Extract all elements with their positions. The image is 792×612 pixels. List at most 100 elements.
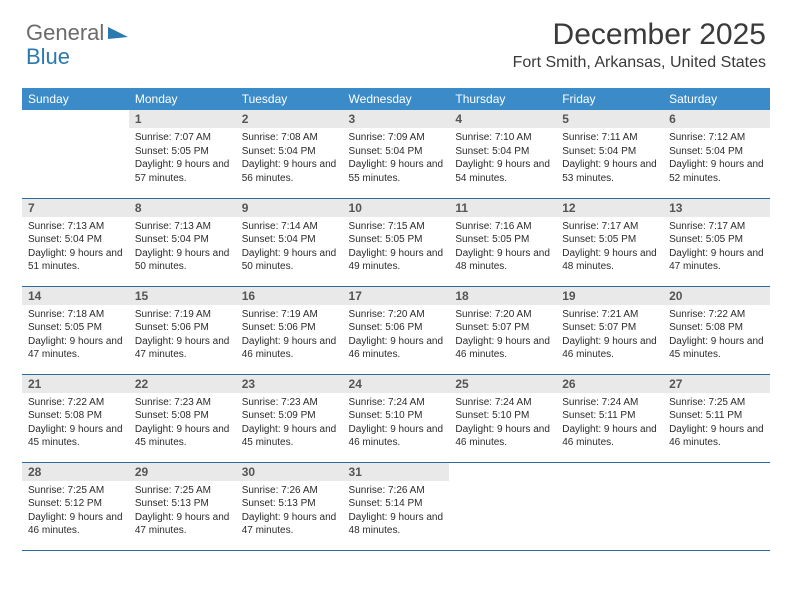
daylight-line: Daylight: 9 hours and 47 minutes. <box>242 511 337 538</box>
sunrise-line: Sunrise: 7:17 AM <box>562 220 657 234</box>
daylight-line: Daylight: 9 hours and 46 minutes. <box>28 511 123 538</box>
day-cell: 22Sunrise: 7:23 AMSunset: 5:08 PMDayligh… <box>129 374 236 462</box>
daylight-line: Daylight: 9 hours and 57 minutes. <box>135 158 230 185</box>
calendar-body: 1Sunrise: 7:07 AMSunset: 5:05 PMDaylight… <box>22 110 770 550</box>
day-cell: 18Sunrise: 7:20 AMSunset: 5:07 PMDayligh… <box>449 286 556 374</box>
day-number: 30 <box>236 463 343 481</box>
sunset-line: Sunset: 5:08 PM <box>669 321 764 335</box>
location: Fort Smith, Arkansas, United States <box>26 54 766 72</box>
sunrise-line: Sunrise: 7:17 AM <box>669 220 764 234</box>
calendar-head: SundayMondayTuesdayWednesdayThursdayFrid… <box>22 88 770 110</box>
day-number: 5 <box>556 110 663 128</box>
day-body: Sunrise: 7:22 AMSunset: 5:08 PMDaylight:… <box>663 305 770 366</box>
weekday-header: Tuesday <box>236 88 343 110</box>
day-body: Sunrise: 7:09 AMSunset: 5:04 PMDaylight:… <box>343 128 450 189</box>
daylight-line: Daylight: 9 hours and 52 minutes. <box>669 158 764 185</box>
day-number: 10 <box>343 199 450 217</box>
day-body: Sunrise: 7:17 AMSunset: 5:05 PMDaylight:… <box>663 217 770 278</box>
day-body: Sunrise: 7:19 AMSunset: 5:06 PMDaylight:… <box>236 305 343 366</box>
sunset-line: Sunset: 5:05 PM <box>28 321 123 335</box>
daylight-line: Daylight: 9 hours and 46 minutes. <box>562 423 657 450</box>
day-number: 8 <box>129 199 236 217</box>
day-cell: 8Sunrise: 7:13 AMSunset: 5:04 PMDaylight… <box>129 198 236 286</box>
day-body: Sunrise: 7:13 AMSunset: 5:04 PMDaylight:… <box>22 217 129 278</box>
sunset-line: Sunset: 5:11 PM <box>562 409 657 423</box>
day-cell: 9Sunrise: 7:14 AMSunset: 5:04 PMDaylight… <box>236 198 343 286</box>
sunrise-line: Sunrise: 7:14 AM <box>242 220 337 234</box>
day-cell: 15Sunrise: 7:19 AMSunset: 5:06 PMDayligh… <box>129 286 236 374</box>
empty-cell <box>22 110 129 198</box>
day-cell: 26Sunrise: 7:24 AMSunset: 5:11 PMDayligh… <box>556 374 663 462</box>
daylight-line: Daylight: 9 hours and 56 minutes. <box>242 158 337 185</box>
day-cell: 19Sunrise: 7:21 AMSunset: 5:07 PMDayligh… <box>556 286 663 374</box>
day-number: 27 <box>663 375 770 393</box>
day-number: 14 <box>22 287 129 305</box>
daylight-line: Daylight: 9 hours and 55 minutes. <box>349 158 444 185</box>
sunrise-line: Sunrise: 7:19 AM <box>242 308 337 322</box>
day-cell: 24Sunrise: 7:24 AMSunset: 5:10 PMDayligh… <box>343 374 450 462</box>
daylight-line: Daylight: 9 hours and 50 minutes. <box>135 247 230 274</box>
day-body: Sunrise: 7:25 AMSunset: 5:12 PMDaylight:… <box>22 481 129 542</box>
daylight-line: Daylight: 9 hours and 46 minutes. <box>455 335 550 362</box>
day-number: 26 <box>556 375 663 393</box>
day-body: Sunrise: 7:19 AMSunset: 5:06 PMDaylight:… <box>129 305 236 366</box>
day-cell: 12Sunrise: 7:17 AMSunset: 5:05 PMDayligh… <box>556 198 663 286</box>
sunset-line: Sunset: 5:14 PM <box>349 497 444 511</box>
day-body: Sunrise: 7:23 AMSunset: 5:08 PMDaylight:… <box>129 393 236 454</box>
daylight-line: Daylight: 9 hours and 47 minutes. <box>135 335 230 362</box>
day-body: Sunrise: 7:20 AMSunset: 5:07 PMDaylight:… <box>449 305 556 366</box>
sunset-line: Sunset: 5:05 PM <box>349 233 444 247</box>
day-cell: 23Sunrise: 7:23 AMSunset: 5:09 PMDayligh… <box>236 374 343 462</box>
day-number: 18 <box>449 287 556 305</box>
day-number: 22 <box>129 375 236 393</box>
sunrise-line: Sunrise: 7:11 AM <box>562 131 657 145</box>
daylight-line: Daylight: 9 hours and 51 minutes. <box>28 247 123 274</box>
day-body: Sunrise: 7:26 AMSunset: 5:13 PMDaylight:… <box>236 481 343 542</box>
day-number: 19 <box>556 287 663 305</box>
sunrise-line: Sunrise: 7:09 AM <box>349 131 444 145</box>
sunrise-line: Sunrise: 7:22 AM <box>28 396 123 410</box>
sunset-line: Sunset: 5:09 PM <box>242 409 337 423</box>
day-cell: 28Sunrise: 7:25 AMSunset: 5:12 PMDayligh… <box>22 462 129 550</box>
day-body: Sunrise: 7:18 AMSunset: 5:05 PMDaylight:… <box>22 305 129 366</box>
day-number: 20 <box>663 287 770 305</box>
day-number: 11 <box>449 199 556 217</box>
day-cell: 31Sunrise: 7:26 AMSunset: 5:14 PMDayligh… <box>343 462 450 550</box>
day-body: Sunrise: 7:24 AMSunset: 5:10 PMDaylight:… <box>343 393 450 454</box>
brand-mark-icon <box>108 27 128 39</box>
day-cell: 16Sunrise: 7:19 AMSunset: 5:06 PMDayligh… <box>236 286 343 374</box>
day-cell: 1Sunrise: 7:07 AMSunset: 5:05 PMDaylight… <box>129 110 236 198</box>
empty-cell <box>449 462 556 550</box>
sunrise-line: Sunrise: 7:19 AM <box>135 308 230 322</box>
sunrise-line: Sunrise: 7:10 AM <box>455 131 550 145</box>
daylight-line: Daylight: 9 hours and 48 minutes. <box>455 247 550 274</box>
day-body: Sunrise: 7:14 AMSunset: 5:04 PMDaylight:… <box>236 217 343 278</box>
header: General Blue December 2025 Fort Smith, A… <box>0 0 792 80</box>
daylight-line: Daylight: 9 hours and 47 minutes. <box>669 247 764 274</box>
sunset-line: Sunset: 5:06 PM <box>349 321 444 335</box>
brand-logo: General Blue <box>26 20 128 46</box>
sunset-line: Sunset: 5:04 PM <box>242 233 337 247</box>
daylight-line: Daylight: 9 hours and 46 minutes. <box>669 423 764 450</box>
sunrise-line: Sunrise: 7:12 AM <box>669 131 764 145</box>
brand-line2: Blue <box>26 44 70 70</box>
daylight-line: Daylight: 9 hours and 54 minutes. <box>455 158 550 185</box>
sunrise-line: Sunrise: 7:15 AM <box>349 220 444 234</box>
sunset-line: Sunset: 5:11 PM <box>669 409 764 423</box>
sunrise-line: Sunrise: 7:21 AM <box>562 308 657 322</box>
day-number: 12 <box>556 199 663 217</box>
empty-cell <box>556 462 663 550</box>
weekday-header: Saturday <box>663 88 770 110</box>
day-body: Sunrise: 7:08 AMSunset: 5:04 PMDaylight:… <box>236 128 343 189</box>
day-cell: 30Sunrise: 7:26 AMSunset: 5:13 PMDayligh… <box>236 462 343 550</box>
day-cell: 6Sunrise: 7:12 AMSunset: 5:04 PMDaylight… <box>663 110 770 198</box>
day-cell: 5Sunrise: 7:11 AMSunset: 5:04 PMDaylight… <box>556 110 663 198</box>
weekday-header: Friday <box>556 88 663 110</box>
day-body: Sunrise: 7:24 AMSunset: 5:11 PMDaylight:… <box>556 393 663 454</box>
day-body: Sunrise: 7:11 AMSunset: 5:04 PMDaylight:… <box>556 128 663 189</box>
day-number: 28 <box>22 463 129 481</box>
day-number: 17 <box>343 287 450 305</box>
sunrise-line: Sunrise: 7:23 AM <box>135 396 230 410</box>
day-cell: 21Sunrise: 7:22 AMSunset: 5:08 PMDayligh… <box>22 374 129 462</box>
sunset-line: Sunset: 5:06 PM <box>242 321 337 335</box>
